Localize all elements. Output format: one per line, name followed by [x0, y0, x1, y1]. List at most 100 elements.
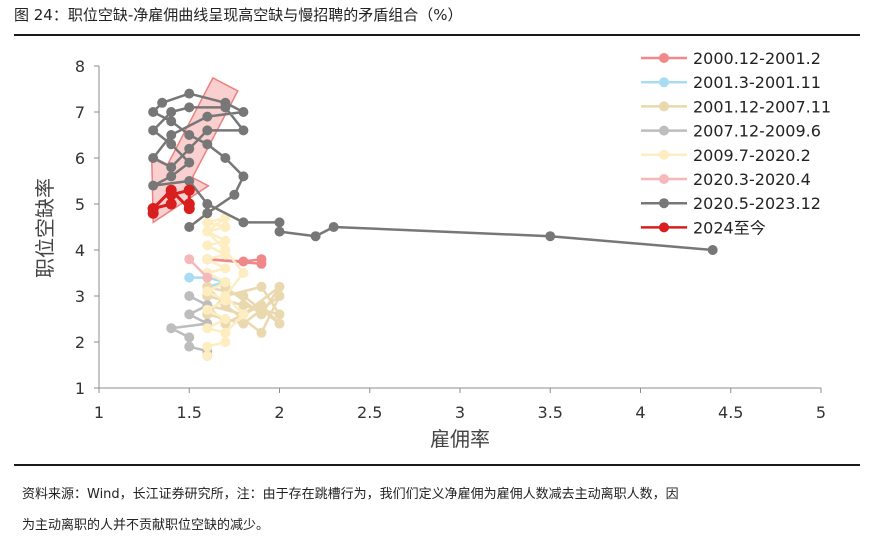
data-point [157, 97, 168, 108]
legend-swatch-marker [659, 222, 669, 233]
data-point [166, 107, 177, 117]
legend-label: 2009.7-2020.2 [693, 146, 811, 165]
legend-label: 2007.12-2009.6 [693, 122, 821, 141]
legend-swatch-marker [659, 174, 669, 184]
data-point [183, 203, 195, 215]
data-point [148, 107, 159, 117]
data-point [220, 102, 231, 113]
y-tick-label: 6 [75, 149, 85, 168]
data-point [229, 189, 240, 200]
legend-swatch-marker [659, 101, 669, 112]
data-point [274, 291, 285, 301]
data-point [202, 341, 213, 352]
data-point [238, 217, 249, 228]
legend-swatch-marker [659, 149, 669, 160]
series-line [189, 276, 227, 289]
data-point [274, 309, 285, 320]
y-tick-label: 5 [75, 195, 85, 214]
data-point [238, 171, 249, 182]
data-point [184, 254, 195, 265]
data-point [166, 171, 177, 182]
series-line [151, 92, 713, 252]
data-point [274, 217, 285, 228]
data-point [202, 323, 213, 334]
legend-label: 2000.12-2001.2 [693, 49, 821, 68]
series-layer [147, 88, 718, 361]
data-point [166, 130, 177, 140]
y-tick-label: 3 [75, 287, 85, 306]
x-tick-label: 2 [274, 403, 284, 422]
data-point [183, 184, 195, 196]
y-tick-label: 2 [75, 333, 85, 352]
data-point [256, 327, 267, 338]
data-point [328, 222, 339, 232]
data-point [202, 254, 213, 265]
legend-label: 2020.3-2020.4 [693, 170, 811, 189]
data-point [147, 203, 159, 215]
data-point [202, 208, 213, 219]
data-point [238, 309, 249, 320]
data-point [148, 153, 159, 163]
data-point [238, 125, 249, 136]
source-divider [14, 464, 860, 466]
data-point [220, 291, 231, 301]
data-point [202, 125, 213, 136]
data-point [166, 323, 177, 334]
data-point [202, 111, 213, 122]
data-point [220, 337, 231, 347]
data-point [238, 300, 249, 311]
x-tick-label: 4 [635, 403, 645, 422]
title-divider [14, 34, 860, 36]
legend-swatch-marker [659, 198, 669, 209]
data-point [220, 235, 231, 246]
legend-label: 2001.3-2001.11 [693, 73, 821, 92]
legend-label: 2024至今 [693, 218, 766, 237]
data-point [238, 107, 249, 117]
data-point [202, 226, 213, 237]
legend-swatch-marker [659, 53, 669, 63]
data-point [148, 125, 159, 136]
legend-label: 2020.5-2023.12 [693, 194, 821, 213]
legend-swatch-marker [659, 77, 669, 88]
data-point [545, 231, 556, 242]
data-point [202, 272, 213, 283]
data-point [184, 332, 195, 343]
data-point [238, 268, 249, 278]
y-tick-label: 8 [75, 57, 85, 76]
data-point [256, 281, 267, 292]
x-tick-label: 3.5 [538, 403, 563, 422]
x-tick-label: 3 [455, 403, 465, 422]
data-point [220, 222, 231, 232]
data-point [184, 130, 195, 140]
data-point [220, 314, 231, 324]
data-point [274, 318, 285, 329]
data-point [165, 198, 177, 210]
x-tick-label: 4.5 [718, 403, 743, 422]
data-point [202, 286, 213, 297]
data-point [184, 291, 195, 301]
legend-swatch-marker [659, 125, 669, 136]
source-note-line1: 资料来源：Wind，长江证券研究所，注：由于存在跳槽行为，我们们定义净雇佣为雇佣… [22, 487, 679, 502]
data-point [202, 304, 213, 315]
x-tick-label: 2.5 [357, 403, 382, 422]
legend: 2000.12-2001.2 2001.3-2001.11 2001.12-2007… [641, 49, 831, 237]
data-point [274, 281, 285, 292]
x-axis-label: 雇佣率 [430, 427, 490, 451]
data-point [220, 277, 231, 288]
data-point [202, 240, 213, 251]
data-point [184, 272, 195, 283]
data-point [202, 217, 213, 228]
data-point [256, 300, 267, 311]
data-point [220, 327, 231, 338]
data-point [238, 291, 249, 301]
series-group [148, 88, 718, 255]
data-point [148, 180, 159, 191]
x-tick-label: 5 [816, 403, 826, 422]
data-point [220, 263, 231, 274]
data-point [184, 88, 195, 99]
data-point [166, 139, 177, 150]
data-point [184, 157, 195, 168]
data-point [184, 176, 195, 186]
data-point [166, 116, 177, 127]
data-point [707, 245, 718, 255]
